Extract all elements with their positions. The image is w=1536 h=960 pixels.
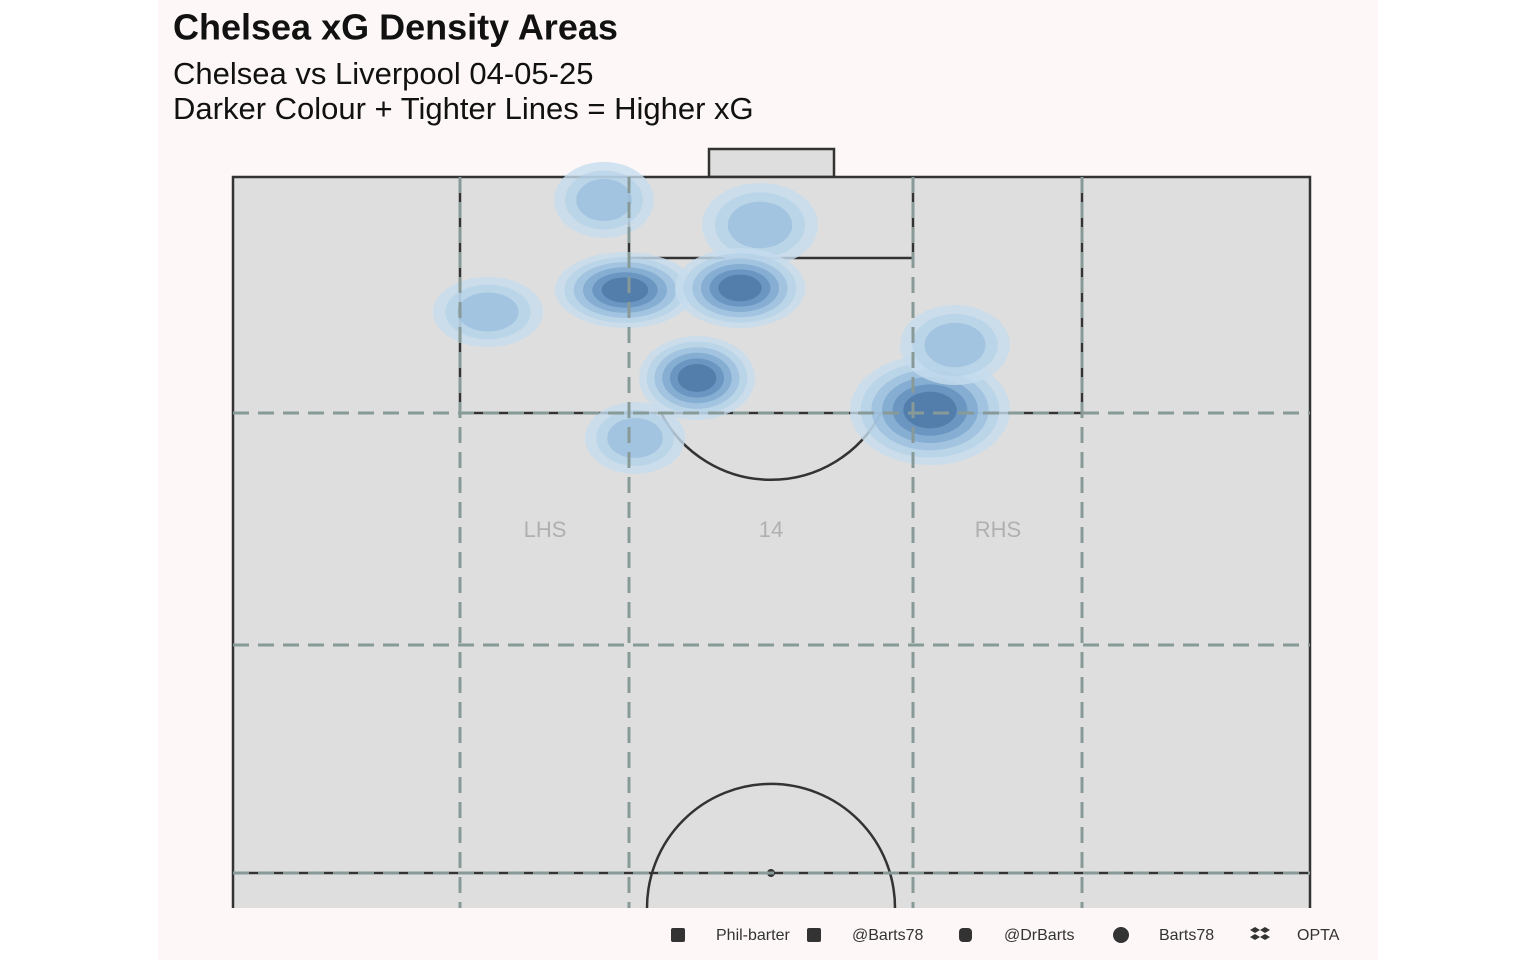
linkedin-icon: [671, 928, 685, 942]
x-icon: [807, 928, 821, 942]
subtitle: Chelsea vs Liverpool 04-05-25: [173, 56, 593, 91]
zone-label: LHS: [524, 517, 567, 542]
density-contour: [607, 418, 663, 458]
pitch-outline: [231, 175, 1312, 908]
density-contour: [903, 391, 957, 429]
footer-text: OPTA: [1297, 927, 1340, 944]
github-icon: [1113, 927, 1129, 943]
footer-text: @DrBarts: [1004, 927, 1074, 944]
density-contour: [727, 201, 793, 249]
mastodon-icon: [959, 928, 972, 942]
zone-labels: LHS 14 RHS: [524, 517, 1022, 542]
density-contour: [924, 322, 986, 368]
centre-circle: [645, 782, 897, 909]
footer-text: Barts78: [1159, 927, 1214, 944]
dropbox-icon: [1250, 927, 1270, 940]
zone-lines: [233, 177, 1310, 908]
title: Chelsea xG Density Areas: [173, 7, 618, 48]
zone-label: RHS: [975, 517, 1021, 542]
density: [433, 162, 1010, 474]
footer-text: Phil-barter: [716, 927, 790, 944]
goal: [707, 147, 836, 179]
density-contour: [677, 364, 717, 392]
subtitle: Darker Colour + Tighter Lines = Higher x…: [173, 91, 754, 126]
density-contour: [718, 274, 762, 302]
density-contour: [601, 277, 649, 303]
footer: Phil-barter @Barts78 @DrBarts Barts78 OP…: [671, 927, 1340, 944]
density-contour: [576, 178, 632, 222]
density-contour: [457, 292, 519, 332]
zone-label: 14: [759, 517, 783, 542]
footer-text: @Barts78: [852, 927, 923, 944]
